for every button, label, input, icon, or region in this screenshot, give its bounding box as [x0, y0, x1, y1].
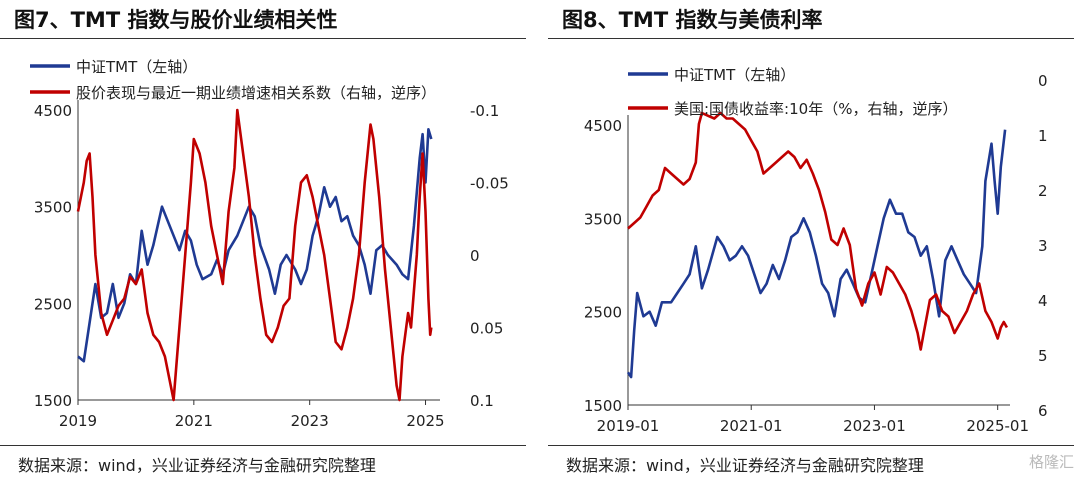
y-left-tick-label: 1500: [34, 392, 72, 410]
y-right-tick-label: 1: [1038, 127, 1048, 145]
y-right-tick-label: 0.1: [470, 392, 494, 410]
y-right-tick-label: 0: [1038, 72, 1048, 90]
y-right-tick-label: 3: [1038, 237, 1048, 255]
watermark-logo: 格隆汇: [1028, 453, 1074, 471]
x-tick-label: 2021: [175, 412, 213, 430]
legend-label: 中证TMT（左轴）: [76, 58, 197, 76]
legend-label: 中证TMT（左轴）: [674, 66, 795, 84]
y-right-tick-label: -0.1: [470, 102, 499, 120]
y-left-tick-label: 2500: [34, 295, 72, 313]
title-rule: [0, 38, 526, 39]
figure-8-panel: 图8、TMT 指数与美债利率 1500 2500 3500 4500 0 1 2 3 4 5 6 20…: [548, 0, 1080, 479]
y-right-tick-label: 4: [1038, 292, 1048, 310]
y-left-tick-label: 1500: [584, 397, 622, 415]
y-left-tick-label: 3500: [34, 199, 72, 217]
source-rule: [0, 445, 526, 446]
chart-figure-8: 1500 2500 3500 4500 0 1 2 3 4 5 6 2019-01 2021-01 202…: [584, 66, 1048, 435]
x-tick-label: 2023: [291, 412, 329, 430]
series-line-right: [76, 108, 433, 402]
x-tick-label: 2025: [406, 412, 444, 430]
series-line-right: [627, 111, 1009, 351]
source-note: 数据来源：wind，兴业证券经济与金融研究院整理: [566, 456, 924, 475]
y-right-tick-label: 0: [470, 247, 480, 265]
chart-figure-7: 1500 2500 3500 4500 0.1 0.05 0 -0.05 -0.1 2019 202…: [30, 58, 509, 430]
x-tick-label: 2025-01: [966, 417, 1029, 435]
y-left-tick-label: 4500: [584, 117, 622, 135]
x-tick-label: 2019-01: [597, 417, 660, 435]
series-line-tmt: [626, 129, 1007, 379]
legend-label: 美国:国债收益率:10年（%，右轴，逆序）: [674, 100, 957, 118]
y-left-tick-label: 2500: [584, 304, 622, 322]
source-note: 数据来源：wind，兴业证券经济与金融研究院整理: [18, 456, 376, 475]
legend-label: 股价表现与最近一期业绩增速相关系数（右轴，逆序）: [76, 84, 436, 102]
y-right-tick-label: 6: [1038, 402, 1048, 420]
x-tick-label: 2019: [59, 412, 97, 430]
source-rule: [548, 445, 1074, 446]
figure-title: 图8、TMT 指数与美债利率: [562, 8, 823, 32]
x-tick-label: 2023-01: [843, 417, 906, 435]
y-right-tick-label: 2: [1038, 182, 1048, 200]
y-right-tick-label: -0.05: [470, 175, 509, 193]
y-right-tick-label: 5: [1038, 347, 1048, 365]
title-rule: [548, 38, 1074, 39]
x-tick-label: 2021-01: [720, 417, 783, 435]
y-left-tick-label: 4500: [34, 102, 72, 120]
y-left-tick-label: 3500: [584, 210, 622, 228]
figure-7-panel: 图7、TMT 指数与股价业绩相关性 1500 2500 3500 4500 0.1 0.0…: [0, 0, 532, 479]
figure-title: 图7、TMT 指数与股价业绩相关性: [14, 8, 338, 32]
y-right-tick-label: 0.05: [470, 320, 503, 338]
